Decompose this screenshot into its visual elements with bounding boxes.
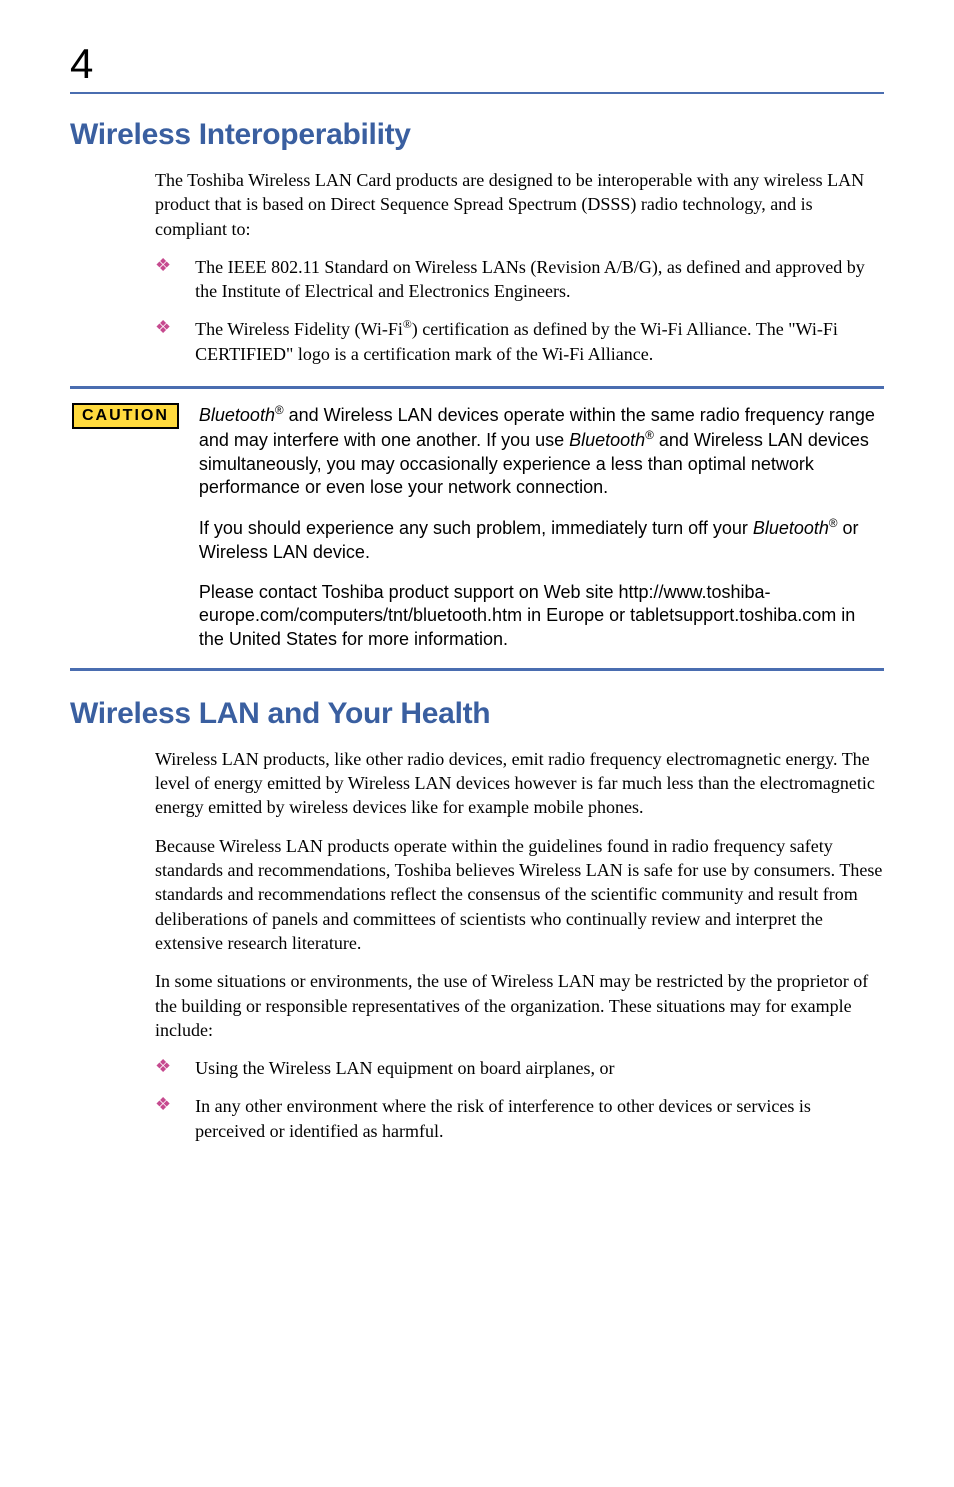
caution-paragraph: Please contact Toshiba product support o…	[199, 581, 884, 652]
bullet-item: ❖ In any other environment where the ris…	[155, 1094, 884, 1143]
bullet-text: The Wireless Fidelity (Wi-Fi®) certifica…	[195, 317, 884, 366]
caution-paragraph: Bluetooth® and Wireless LAN devices oper…	[199, 403, 884, 500]
bullet-item: ❖ The IEEE 802.11 Standard on Wireless L…	[155, 255, 884, 304]
caution-rule-bottom	[70, 668, 884, 671]
caution-paragraph: If you should experience any such proble…	[199, 516, 884, 565]
bullet-list: ❖ Using the Wireless LAN equipment on bo…	[155, 1056, 884, 1143]
bullet-list: ❖ The IEEE 802.11 Standard on Wireless L…	[155, 255, 884, 366]
diamond-bullet-icon: ❖	[155, 317, 171, 339]
section-heading-wireless-health: Wireless LAN and Your Health	[70, 697, 884, 731]
bullet-text: Using the Wireless LAN equipment on boar…	[195, 1056, 614, 1080]
caution-content: CAUTION Bluetooth® and Wireless LAN devi…	[70, 403, 884, 658]
body-paragraph: The Toshiba Wireless LAN Card products a…	[155, 168, 884, 241]
diamond-bullet-icon: ❖	[155, 1094, 171, 1116]
diamond-bullet-icon: ❖	[155, 255, 171, 277]
body-paragraph: Wireless LAN products, like other radio …	[155, 747, 884, 820]
section-heading-wireless-interop: Wireless Interoperability	[70, 118, 884, 152]
page-number: 4	[70, 40, 884, 88]
bullet-item: ❖ Using the Wireless LAN equipment on bo…	[155, 1056, 884, 1080]
bullet-text: The IEEE 802.11 Standard on Wireless LAN…	[195, 255, 884, 304]
bullet-text: In any other environment where the risk …	[195, 1094, 884, 1143]
caution-label: CAUTION	[72, 403, 179, 429]
body-paragraph: In some situations or environments, the …	[155, 969, 884, 1042]
caution-text-column: Bluetooth® and Wireless LAN devices oper…	[199, 403, 884, 658]
bullet-item: ❖ The Wireless Fidelity (Wi-Fi®) certifi…	[155, 317, 884, 366]
top-rule	[70, 92, 884, 94]
caution-rule-top	[70, 386, 884, 389]
diamond-bullet-icon: ❖	[155, 1056, 171, 1078]
body-paragraph: Because Wireless LAN products operate wi…	[155, 834, 884, 955]
caution-block: CAUTION Bluetooth® and Wireless LAN devi…	[70, 386, 884, 671]
